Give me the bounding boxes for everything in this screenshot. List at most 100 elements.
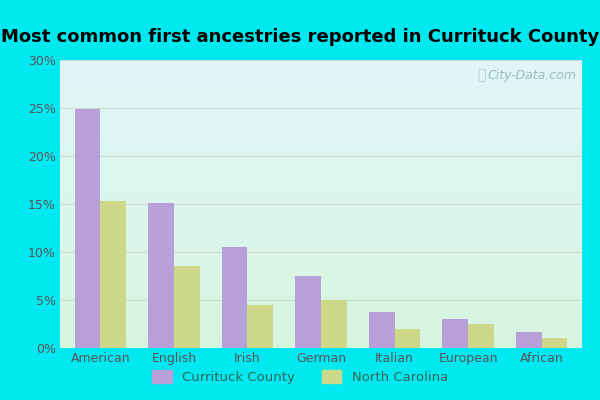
Bar <box>60 98 582 99</box>
Bar <box>60 146 582 147</box>
Bar <box>60 144 582 146</box>
Bar <box>516 332 542 348</box>
Bar <box>60 241 582 242</box>
Bar <box>60 256 582 257</box>
Bar <box>60 295 582 296</box>
Bar <box>60 190 582 192</box>
Bar <box>60 143 582 144</box>
Bar <box>60 231 582 232</box>
Bar <box>60 187 582 188</box>
Bar <box>60 86 582 87</box>
Bar <box>60 347 582 348</box>
Bar <box>60 315 582 316</box>
Bar <box>60 92 582 93</box>
Bar <box>60 285 582 286</box>
Bar <box>60 218 582 219</box>
Bar <box>60 292 582 293</box>
Bar <box>60 123 582 124</box>
Bar <box>60 300 582 301</box>
Bar <box>60 222 582 223</box>
Text: Most common first ancestries reported in Currituck County: Most common first ancestries reported in… <box>1 28 599 46</box>
Bar <box>60 184 582 185</box>
Bar <box>60 293 582 294</box>
Bar <box>60 261 582 262</box>
Bar <box>60 215 582 216</box>
Bar <box>60 213 582 214</box>
Bar <box>60 141 582 142</box>
Bar <box>60 113 582 114</box>
Bar <box>60 331 582 332</box>
Bar <box>60 82 582 84</box>
Bar <box>60 114 582 115</box>
Bar <box>60 151 582 152</box>
Bar <box>60 224 582 225</box>
Bar <box>60 90 582 92</box>
Bar <box>60 197 582 198</box>
Bar <box>60 279 582 280</box>
Bar <box>60 308 582 309</box>
Bar <box>60 193 582 194</box>
Bar <box>60 225 582 226</box>
Bar <box>60 126 582 128</box>
Bar <box>60 139 582 140</box>
Bar <box>60 140 582 141</box>
Bar <box>60 171 582 172</box>
Bar <box>60 243 582 244</box>
Bar <box>60 228 582 229</box>
Bar <box>60 158 582 159</box>
Bar <box>60 290 582 291</box>
Bar <box>60 220 582 221</box>
Bar <box>60 174 582 175</box>
Bar <box>60 172 582 174</box>
Bar <box>60 298 582 300</box>
Bar <box>60 147 582 148</box>
Bar <box>60 284 582 285</box>
Bar <box>60 117 582 118</box>
Bar <box>60 99 582 100</box>
Bar <box>60 177 582 178</box>
Bar <box>60 324 582 326</box>
Bar <box>468 324 494 348</box>
Bar <box>60 80 582 81</box>
Bar <box>60 344 582 345</box>
Bar <box>60 133 582 134</box>
Bar <box>60 310 582 311</box>
Bar <box>60 131 582 132</box>
Bar <box>60 75 582 76</box>
Bar <box>222 247 247 348</box>
Bar <box>60 339 582 340</box>
Bar <box>60 142 582 143</box>
Bar <box>60 203 582 204</box>
Bar <box>60 246 582 247</box>
Bar <box>75 109 100 348</box>
Bar <box>60 62 582 63</box>
Bar <box>60 110 582 111</box>
Bar <box>60 115 582 116</box>
Bar <box>60 102 582 103</box>
Bar <box>60 170 582 171</box>
Bar <box>60 182 582 183</box>
Bar <box>60 129 582 130</box>
Bar <box>60 305 582 306</box>
Bar <box>60 319 582 320</box>
Bar <box>442 319 468 348</box>
Bar <box>60 111 582 112</box>
Bar <box>60 223 582 224</box>
Text: City-Data.com: City-Data.com <box>488 69 577 82</box>
Bar <box>60 164 582 165</box>
Bar <box>60 96 582 97</box>
Bar <box>60 64 582 66</box>
Bar <box>60 238 582 239</box>
Bar <box>60 95 582 96</box>
Bar <box>60 195 582 196</box>
Bar <box>60 206 582 207</box>
Bar <box>60 165 582 166</box>
Bar <box>60 70 582 71</box>
Bar <box>60 81 582 82</box>
Bar <box>60 108 582 110</box>
Bar <box>60 340 582 341</box>
Bar <box>60 330 582 331</box>
Bar <box>60 205 582 206</box>
Bar <box>60 296 582 297</box>
Bar <box>60 320 582 321</box>
